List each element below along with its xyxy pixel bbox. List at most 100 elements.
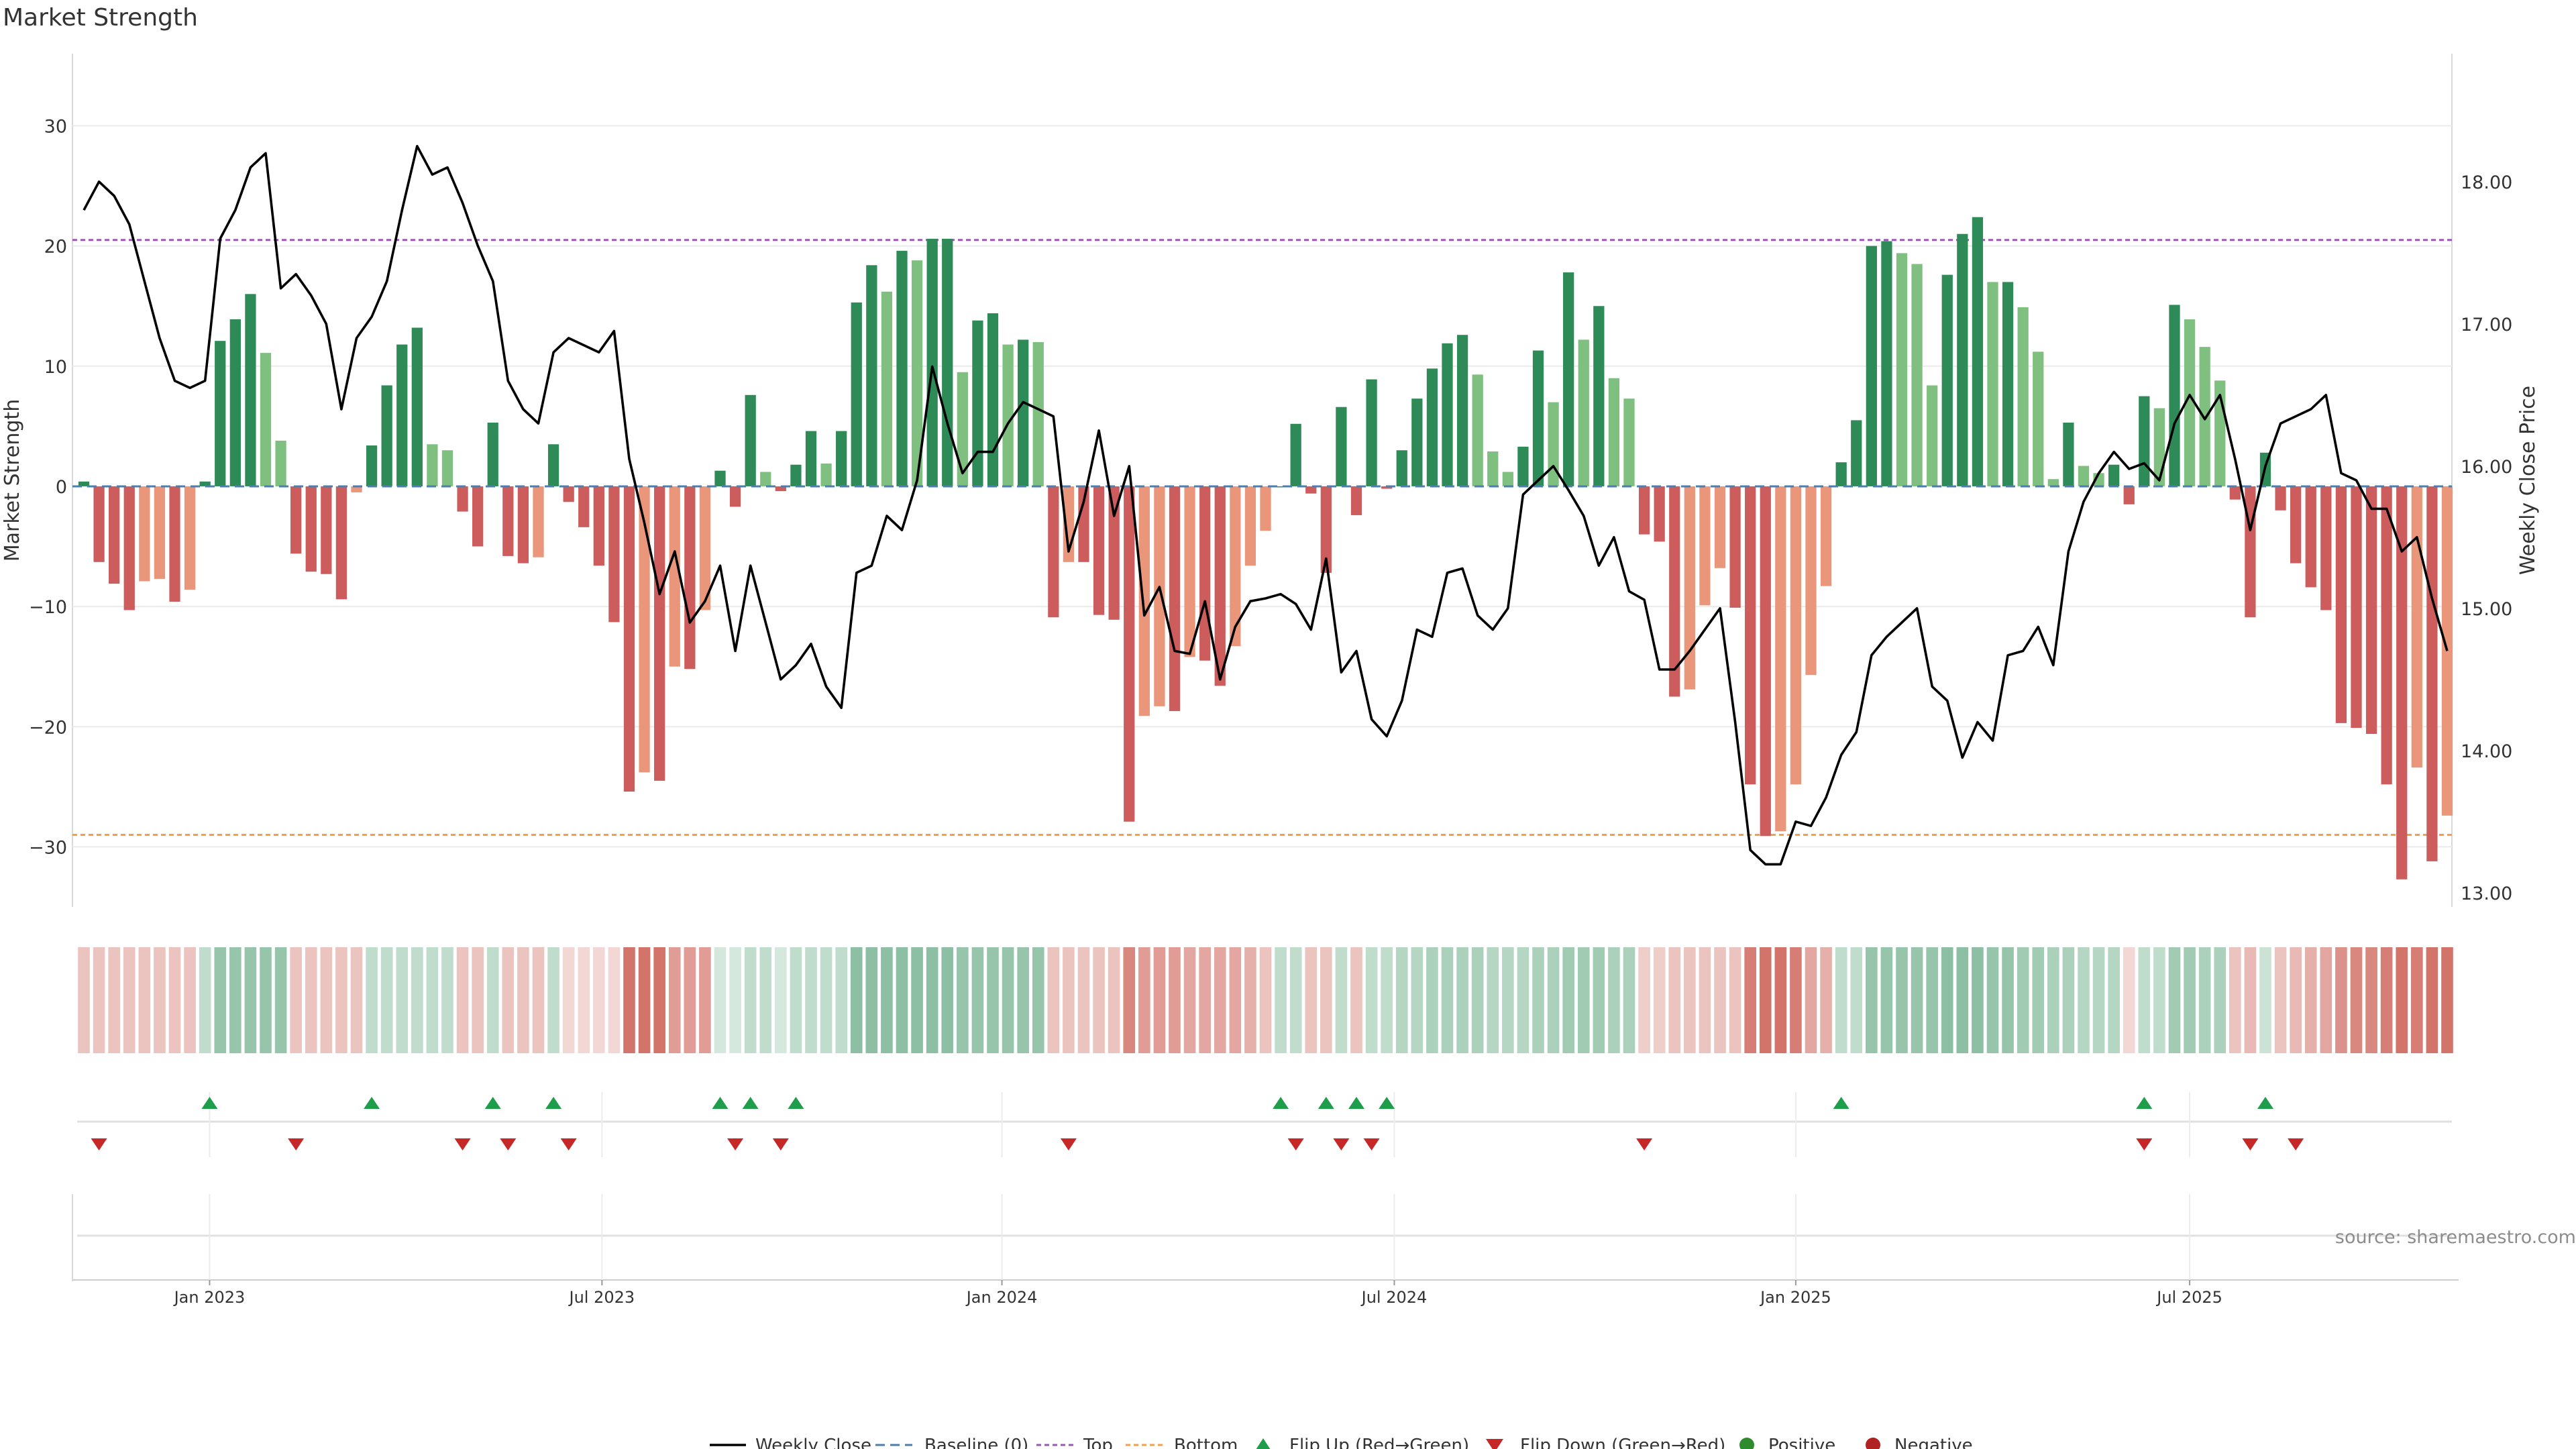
strength-bar-26: [472, 486, 484, 547]
heat-cell-126: [1986, 947, 1999, 1053]
strength-bar-123: [1941, 274, 1953, 486]
strength-bar-119: [1881, 241, 1892, 486]
grid-lines: [72, 125, 2452, 848]
strength-bar-34: [593, 486, 604, 566]
heat-cell-101: [1608, 947, 1620, 1053]
heat-cell-2: [108, 947, 120, 1053]
strength-bar-105: [1669, 486, 1680, 697]
strength-bar-4: [139, 486, 150, 582]
strength-bar-79: [1275, 486, 1287, 488]
source-note: source: sharemaestro.com: [2335, 1227, 2576, 1248]
y2-tick-label-1: 17.00: [2461, 315, 2512, 335]
heat-cell-80: [1289, 947, 1302, 1053]
strength-bar-85: [1366, 379, 1377, 486]
strength-bar-127: [2002, 282, 2014, 486]
flip-up-marker-5: [742, 1097, 759, 1109]
heat-cell-50: [835, 947, 847, 1053]
strength-bar-103: [1638, 486, 1650, 535]
strength-bar-53: [881, 291, 893, 486]
flip-markers: [91, 1097, 2304, 1150]
heat-cell-37: [638, 947, 651, 1053]
strength-bar-12: [260, 353, 272, 486]
legend-flip-down-icon: [1486, 1439, 1503, 1449]
strength-bar-54: [896, 250, 908, 486]
heat-cell-4: [138, 947, 151, 1053]
heat-cell-123: [1941, 947, 1953, 1053]
heat-cell-104: [1653, 947, 1666, 1053]
heat-cell-41: [699, 947, 711, 1053]
strength-bar-81: [1305, 486, 1317, 494]
strength-bar-100: [1593, 306, 1605, 486]
heat-cell-102: [1623, 947, 1635, 1053]
flip-down-marker-10: [1363, 1138, 1380, 1150]
strength-bar-28: [502, 486, 514, 556]
heat-cell-152: [2380, 947, 2393, 1053]
heat-cell-84: [1350, 947, 1362, 1053]
heat-cell-49: [820, 947, 833, 1053]
strength-bar-89: [1426, 368, 1438, 486]
strength-bar-138: [2169, 305, 2180, 486]
y-tick-label-6: −30: [29, 837, 67, 858]
heat-cell-146: [2290, 947, 2302, 1053]
strength-bar-36: [623, 486, 635, 792]
strength-bar-151: [2365, 486, 2377, 735]
heat-cell-112: [1774, 947, 1787, 1053]
flip-up-marker-0: [201, 1097, 218, 1109]
strength-bar-2: [109, 486, 120, 584]
strength-bar-10: [229, 319, 241, 486]
heat-cell-91: [1456, 947, 1468, 1053]
heat-cell-97: [1547, 947, 1560, 1053]
heat-cell-31: [547, 947, 559, 1053]
strength-bar-17: [335, 486, 347, 600]
heat-cell-66: [1077, 947, 1090, 1053]
flip-down-marker-3: [500, 1138, 517, 1150]
flip-up-marker-1: [364, 1097, 380, 1109]
strength-bar-41: [699, 486, 711, 610]
legend-bottom: Bottom: [1126, 1436, 1238, 1449]
strength-bar-73: [1184, 486, 1195, 657]
strength-bar-149: [2335, 486, 2347, 723]
heat-cell-148: [2320, 947, 2332, 1053]
strength-bar-29: [517, 486, 529, 564]
threshold-lines: [72, 239, 2452, 837]
strength-bar-83: [1336, 407, 1347, 486]
strength-bar-108: [1714, 486, 1726, 568]
strength-bar-110: [1745, 486, 1756, 785]
heat-cell-33: [578, 947, 590, 1053]
strength-bar-11: [245, 294, 256, 486]
strength-bar-51: [851, 302, 862, 486]
strength-bar-104: [1654, 486, 1665, 542]
heat-cell-111: [1759, 947, 1772, 1053]
legend-flip-up-icon: [1256, 1438, 1271, 1449]
strength-bar-56: [926, 238, 938, 486]
bottom-panel-vertical-grid: [209, 1194, 2191, 1280]
heat-cell-135: [2123, 947, 2135, 1053]
strength-bar-55: [911, 260, 923, 486]
heat-cell-115: [1820, 947, 1832, 1053]
heat-cell-114: [1805, 947, 1817, 1053]
flip-up-marker-4: [712, 1097, 729, 1109]
strength-bar-147: [2305, 486, 2316, 588]
strength-bar-117: [1851, 420, 1862, 486]
strength-bar-92: [1472, 374, 1483, 486]
legend-flip-down-label: Flip Down (Green→Red): [1520, 1436, 1725, 1449]
flip-up-marker-8: [1318, 1097, 1334, 1109]
strength-bar-98: [1563, 272, 1574, 486]
strength-bar-50: [836, 431, 847, 486]
flip-down-marker-9: [1333, 1138, 1350, 1150]
heat-cell-96: [1532, 947, 1544, 1053]
heat-cell-5: [154, 947, 166, 1053]
strength-bar-115: [1820, 486, 1832, 586]
strength-bar-109: [1729, 486, 1741, 608]
strength-bar-148: [2320, 486, 2332, 610]
strength-bar-71: [1154, 486, 1165, 706]
strength-bar-45: [760, 472, 771, 486]
strength-bar-132: [2078, 466, 2090, 486]
strength-bar-16: [321, 486, 332, 574]
heat-cell-69: [1123, 947, 1136, 1053]
strength-bar-13: [275, 440, 286, 486]
strength-bar-32: [563, 486, 574, 502]
heat-cell-119: [1880, 947, 1893, 1053]
legend-weekly-close: Weekly Close: [710, 1436, 871, 1449]
strength-bar-66: [1078, 486, 1089, 562]
